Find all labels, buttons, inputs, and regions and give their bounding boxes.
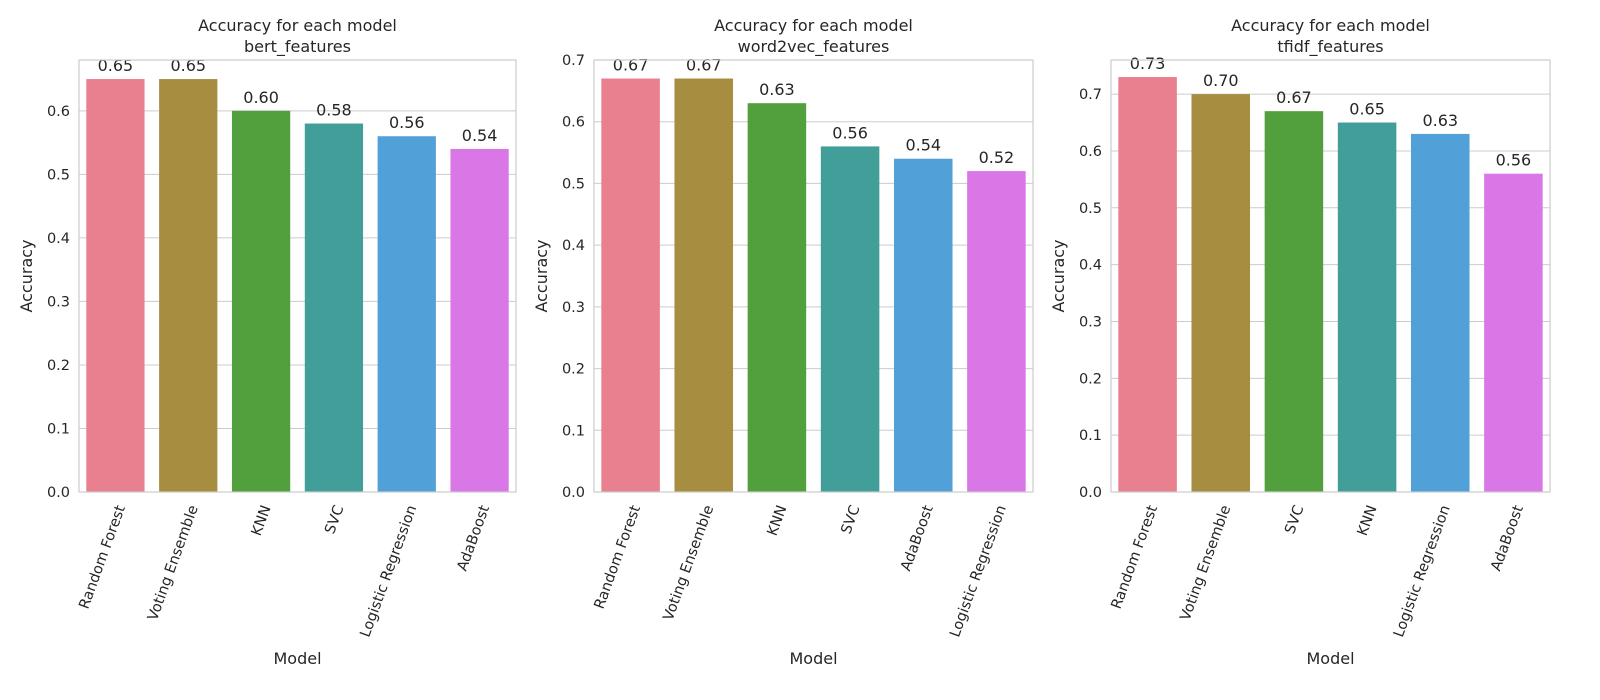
y-tick-label: 0.1 xyxy=(1079,428,1102,444)
bar xyxy=(1191,94,1251,493)
bar-value-label: 0.60 xyxy=(243,88,279,107)
bar-value-label: 0.52 xyxy=(979,148,1015,167)
y-tick-label: 0.0 xyxy=(562,485,585,501)
y-tick-label: 0.4 xyxy=(562,238,585,254)
y-tick-label: 0.6 xyxy=(47,104,70,120)
x-tick-label: Logistic Regression xyxy=(1391,503,1454,639)
bar xyxy=(1264,111,1324,492)
bar-value-label: 0.73 xyxy=(1130,54,1166,73)
bar-value-label: 0.67 xyxy=(686,56,722,75)
plot-frame xyxy=(593,59,1034,493)
chart-panel-2: 0.0 0.1 0.2 0.3 0.4 0.5 0.6 0.7 0.67 Random Fores… xyxy=(532,16,1034,668)
bar-value-label: 0.65 xyxy=(1349,100,1385,119)
bar xyxy=(893,158,953,492)
bar xyxy=(159,79,218,492)
x-tick-label: SVC xyxy=(322,503,347,536)
y-tick-label: 0.2 xyxy=(1079,371,1102,387)
bar xyxy=(967,171,1026,493)
x-tick-label: KNN xyxy=(249,503,275,538)
x-tick-label: AdaBoost xyxy=(1488,503,1527,573)
x-tick-label: SVC xyxy=(1282,503,1307,536)
bar-value-label: 0.54 xyxy=(905,136,941,155)
y-tick-label: 0.1 xyxy=(47,421,70,437)
bar-value-label: 0.65 xyxy=(170,56,206,75)
y-tick-label: 0.0 xyxy=(47,485,70,501)
bar xyxy=(1118,77,1177,492)
bar xyxy=(304,123,364,492)
y-tick-label: 0.4 xyxy=(47,231,70,247)
bar xyxy=(231,110,291,492)
x-tick-label: Random Forest xyxy=(1109,503,1161,611)
y-tick-label: 0.0 xyxy=(1079,485,1102,501)
x-tick-label: KNN xyxy=(1355,503,1381,538)
y-tick-label: 0.5 xyxy=(1079,201,1102,217)
plot-frame xyxy=(78,59,517,493)
x-axis-label: Model xyxy=(1306,649,1354,668)
x-tick-label: Logistic Regression xyxy=(947,503,1010,639)
y-tick-label: 0.7 xyxy=(1079,87,1102,103)
bar xyxy=(820,146,880,492)
chart-title: Accuracy for each model xyxy=(714,16,913,35)
y-tick-label: 0.2 xyxy=(562,362,585,378)
chart-panel-3: 0.0 0.1 0.2 0.3 0.4 0.5 0.6 0.7 0.73 Random Fores… xyxy=(1049,16,1551,668)
y-tick-label: 0.3 xyxy=(1079,314,1102,330)
y-tick-label: 0.7 xyxy=(562,53,585,69)
x-tick-label: AdaBoost xyxy=(898,503,937,573)
y-axis-label: Accuracy xyxy=(17,239,36,312)
chart-subtitle: bert_features xyxy=(244,37,351,57)
bar-value-label: 0.65 xyxy=(98,56,134,75)
bar xyxy=(1410,133,1470,493)
x-tick-label: Logistic Regression xyxy=(358,503,421,639)
y-axis-label: Accuracy xyxy=(532,239,551,312)
x-tick-label: Random Forest xyxy=(77,503,129,611)
bar-value-label: 0.63 xyxy=(759,80,795,99)
y-tick-label: 0.3 xyxy=(47,294,70,310)
bar-value-label: 0.56 xyxy=(1496,151,1532,170)
bar xyxy=(377,136,436,492)
x-axis-label: Model xyxy=(789,649,837,668)
y-axis-label: Accuracy xyxy=(1049,239,1068,312)
x-tick-label: KNN xyxy=(765,503,791,538)
x-tick-label: Random Forest xyxy=(592,503,644,611)
chart-subtitle: tfidf_features xyxy=(1277,37,1383,57)
bar-value-label: 0.54 xyxy=(462,126,498,145)
bar xyxy=(450,148,509,493)
chart-subtitle: word2vec_features xyxy=(738,37,890,57)
bar-value-label: 0.56 xyxy=(832,123,868,142)
y-tick-label: 0.1 xyxy=(562,423,585,439)
x-axis-label: Model xyxy=(273,649,321,668)
y-tick-label: 0.6 xyxy=(562,115,585,131)
y-tick-label: 0.2 xyxy=(47,358,70,374)
y-tick-label: 0.5 xyxy=(47,167,70,183)
bar xyxy=(674,78,734,492)
x-tick-label: Voting Ensemble xyxy=(1178,503,1235,623)
bar-value-label: 0.67 xyxy=(1276,88,1312,107)
plot-frame xyxy=(1110,59,1551,493)
bar xyxy=(86,79,145,492)
bar-value-label: 0.58 xyxy=(316,101,352,120)
chart-title: Accuracy for each model xyxy=(1231,16,1430,35)
x-tick-label: SVC xyxy=(839,503,864,536)
y-tick-label: 0.5 xyxy=(562,176,585,192)
bar-value-label: 0.70 xyxy=(1203,71,1239,90)
bar-value-label: 0.56 xyxy=(389,113,425,132)
chart-panel-1: 0.0 0.1 0.2 0.3 0.4 0.5 0.6 0.65 Random Forest 0.… xyxy=(17,16,517,668)
chart-title: Accuracy for each model xyxy=(198,16,397,35)
bar xyxy=(747,103,807,492)
x-tick-label: AdaBoost xyxy=(455,503,494,573)
bar-value-label: 0.63 xyxy=(1422,111,1458,130)
x-tick-label: Voting Ensemble xyxy=(145,503,202,623)
bar xyxy=(601,78,660,492)
bar xyxy=(1337,122,1397,493)
bar-value-label: 0.67 xyxy=(613,56,649,75)
bar xyxy=(1484,173,1543,492)
y-tick-label: 0.6 xyxy=(1079,144,1102,160)
x-tick-label: Voting Ensemble xyxy=(661,503,718,623)
y-tick-label: 0.3 xyxy=(562,300,585,316)
y-tick-label: 0.4 xyxy=(1079,258,1102,274)
